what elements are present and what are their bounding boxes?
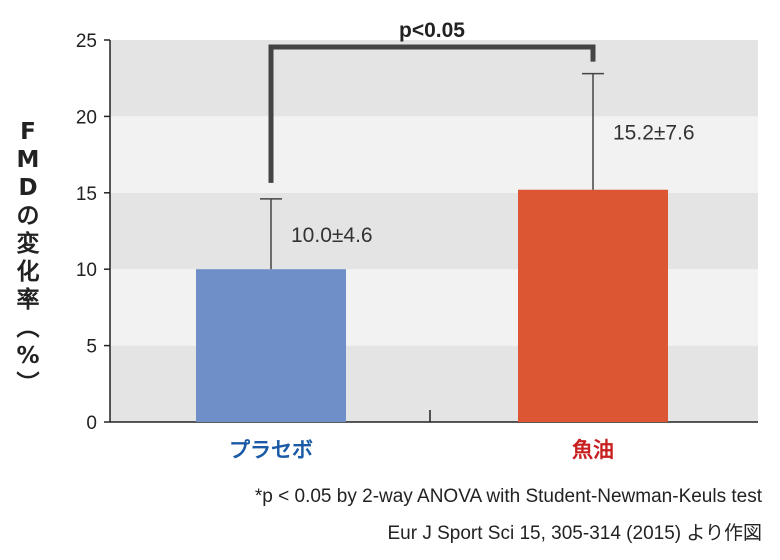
footnote-statistics: *p < 0.05 by 2-way ANOVA with Student-Ne…: [254, 486, 762, 507]
y-axis-label-char: の: [16, 203, 40, 229]
significance-label: p<0.05: [399, 19, 465, 42]
y-axis-label: F M D の変化率 ︵% ︶: [8, 118, 48, 398]
bar: [196, 269, 346, 422]
y-tick-label: 5: [86, 337, 97, 358]
y-tick-label: 20: [76, 107, 97, 128]
value-label: 10.0±4.6: [291, 224, 373, 247]
y-axis-label-char: ︵: [16, 315, 40, 341]
y-axis-label-char: 化: [16, 259, 40, 285]
y-axis-label-char: M: [16, 147, 40, 173]
y-tick-label: 10: [76, 260, 97, 281]
category-labels: プラセボ 魚油: [229, 438, 614, 462]
value-labels: 10.0±4.6 15.2±7.6: [291, 122, 695, 247]
grid-band: [110, 40, 758, 117]
y-axis-label-char: 変: [16, 231, 40, 257]
y-axis-label-char: D: [18, 175, 38, 201]
category-label: プラセボ: [229, 438, 313, 462]
y-axis-label-char: %: [16, 343, 40, 369]
y-tick-label: 15: [76, 184, 97, 205]
significance-line: [268, 44, 596, 183]
bar-chart: 0 5 10 15 20 25 10.0±4.6 15.2±7.6 プラセボ 魚油 p<0.0…: [76, 19, 758, 462]
error-bars: [260, 72, 604, 270]
y-axis-label-char: ︶: [16, 371, 40, 397]
y-tick-labels: 0 5 10 15 20 25: [76, 31, 97, 434]
y-axis-label-char: 率: [16, 287, 40, 313]
y-axis-label-char: F: [20, 119, 36, 145]
value-label: 15.2±7.6: [613, 122, 695, 145]
bars: [196, 189, 668, 422]
y-tick-label: 0: [86, 413, 97, 434]
category-label: 魚油: [572, 438, 614, 462]
grid-band: [110, 116, 758, 193]
footnote-source: Eur J Sport Sci 15, 305-314 (2015) より作図: [387, 523, 762, 544]
bar: [518, 189, 668, 422]
significance-bracket: p<0.05: [268, 19, 596, 183]
y-tick-label: 25: [76, 31, 97, 52]
